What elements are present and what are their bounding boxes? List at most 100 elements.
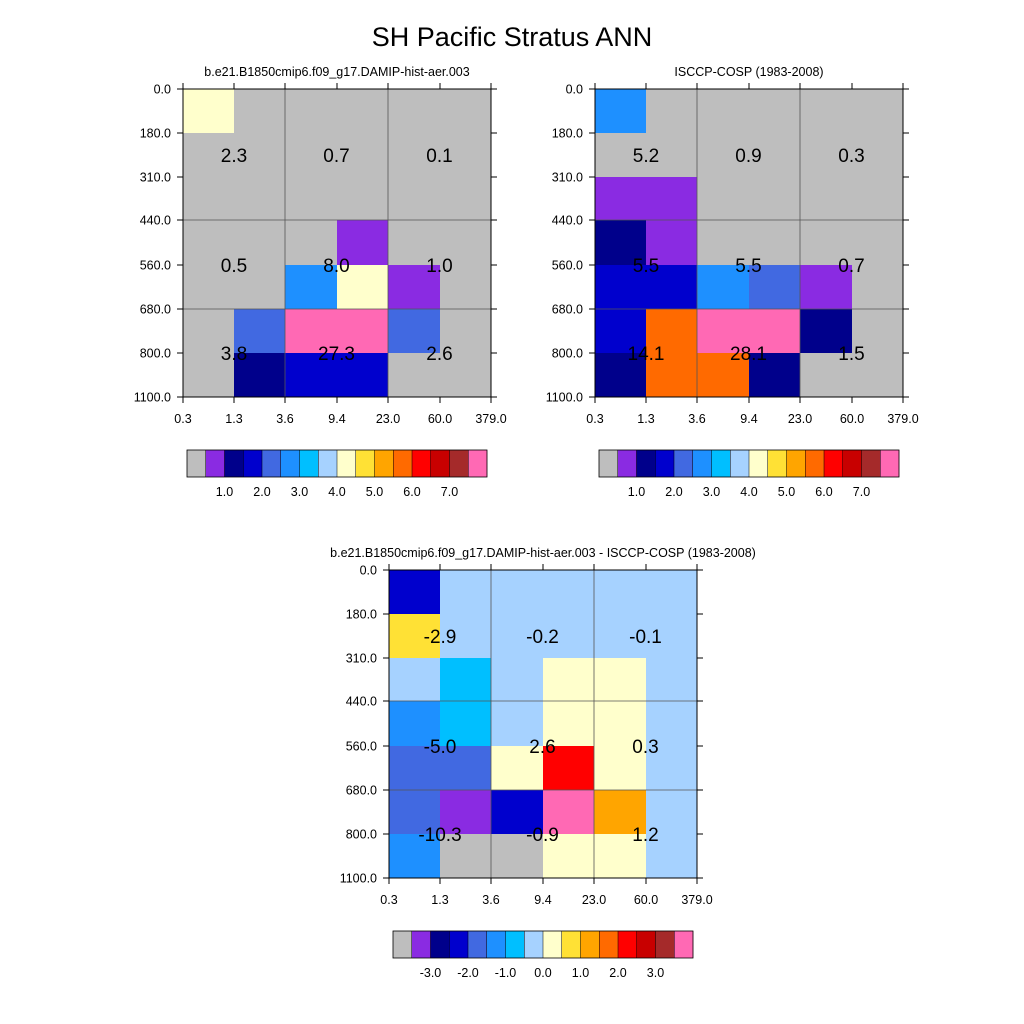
y-tick-label: 680.0 <box>346 784 377 798</box>
data-label: 0.7 <box>838 256 864 277</box>
colorbar-tick-label: 6.0 <box>403 485 420 499</box>
heatmap-cell <box>646 701 698 747</box>
heatmap-cell <box>285 309 338 354</box>
x-tick-label: 1.3 <box>431 893 448 907</box>
colorbar-box <box>411 931 431 958</box>
heatmap-cell <box>388 353 441 398</box>
panel-model: b.e21.B1850cmip6.f09_g17.DAMIP-hist-aer.… <box>134 65 507 499</box>
panel-obs: ISCCP-COSP (1983-2008) 5.2 0.9 0.3 5.5 5.5 0.7… <box>546 65 919 499</box>
heatmap-cell <box>646 353 698 398</box>
heatmap-cell <box>749 177 801 221</box>
y-tick-label: 310.0 <box>140 171 171 185</box>
heatmap-cell <box>389 570 441 615</box>
colorbar-box <box>224 450 244 477</box>
heatmap-cell <box>389 790 441 835</box>
data-label: 28.1 <box>730 344 767 365</box>
colorbar-box <box>842 450 862 477</box>
data-label: 0.5 <box>221 256 247 277</box>
heatmap-cell <box>595 89 647 134</box>
heatmap-cell <box>337 133 389 178</box>
data-label: 5.5 <box>633 256 659 277</box>
heatmap-cell <box>697 353 750 398</box>
heatmap-cell <box>852 220 904 266</box>
heatmap-cell <box>234 353 286 398</box>
colorbar-box <box>599 931 619 958</box>
colorbar-box <box>486 931 506 958</box>
heatmap-cell <box>285 177 338 221</box>
heatmap-cell <box>440 746 492 791</box>
x-tick-label: 23.0 <box>582 893 606 907</box>
colorbar-box <box>599 450 619 477</box>
heatmap-cell <box>491 834 544 879</box>
colorbar-tick-label: -2.0 <box>457 966 479 980</box>
data-label: 5.2 <box>633 146 659 167</box>
heatmap-cell <box>183 353 235 398</box>
colorbar-box <box>412 450 432 477</box>
data-label: 2.3 <box>221 146 247 167</box>
data-label: -5.0 <box>424 737 457 758</box>
heatmap-cell <box>388 89 441 134</box>
heatmap-cell <box>389 701 441 747</box>
colorbar-tick-label: 5.0 <box>366 485 383 499</box>
heatmap-cell <box>595 265 647 310</box>
colorbar-box <box>767 450 787 477</box>
data-label: 0.1 <box>426 146 452 167</box>
heatmap-cell <box>646 220 698 266</box>
x-tick-label: 3.6 <box>482 893 499 907</box>
colorbar-box <box>430 450 450 477</box>
colorbar-tick-label: 1.0 <box>572 966 589 980</box>
colorbar-box <box>280 450 300 477</box>
heatmap-cell <box>749 89 801 134</box>
heatmap-cell <box>800 89 853 134</box>
colorbar-box <box>449 450 469 477</box>
heatmap-cell <box>595 177 647 221</box>
y-tick-label: 680.0 <box>140 303 171 317</box>
heatmap-cell <box>646 265 698 310</box>
heatmap-cell <box>543 570 595 615</box>
heatmap-cell <box>285 133 338 178</box>
heatmap-cell <box>440 353 492 398</box>
data-label: 5.5 <box>735 256 761 277</box>
heatmap-cell <box>543 790 595 835</box>
colorbar-box <box>880 450 900 477</box>
data-label: 3.8 <box>221 344 247 365</box>
colorbar-box <box>655 450 675 477</box>
figure-title: SH Pacific Stratus ANN <box>372 22 653 52</box>
y-tick-label: 310.0 <box>346 652 377 666</box>
x-tick-label: 23.0 <box>376 412 400 426</box>
y-tick-label: 800.0 <box>140 347 171 361</box>
x-tick-label: 9.4 <box>328 412 345 426</box>
heatmap-cell <box>594 746 647 791</box>
heatmap-cell <box>337 220 389 266</box>
heatmap-cell <box>234 265 286 310</box>
heatmap-cell <box>389 658 441 702</box>
heatmap-cell <box>800 133 853 178</box>
heatmap-cell <box>183 265 235 310</box>
x-tick-label: 60.0 <box>634 893 658 907</box>
heatmap-cell <box>646 133 698 178</box>
y-tick-label: 800.0 <box>552 347 583 361</box>
y-tick-label: 180.0 <box>552 127 583 141</box>
heatmap-cell <box>234 133 286 178</box>
data-label: -0.2 <box>526 627 559 648</box>
panel-difference: b.e21.B1850cmip6.f09_g17.DAMIP-hist-aer.… <box>330 546 756 980</box>
panel-title: b.e21.B1850cmip6.f09_g17.DAMIP-hist-aer.… <box>330 546 756 560</box>
heatmap-cell <box>852 133 904 178</box>
data-label: 0.3 <box>632 737 658 758</box>
heatmap-cell <box>749 133 801 178</box>
heatmap-cell <box>234 220 286 266</box>
y-tick-label: 0.0 <box>154 83 171 97</box>
colorbar-tick-label: 1.0 <box>628 485 645 499</box>
heatmap-cell <box>440 790 492 835</box>
colorbar-box <box>580 931 600 958</box>
heatmap-cell <box>440 177 492 221</box>
heatmap-cell <box>749 353 801 398</box>
heatmap-cell <box>234 177 286 221</box>
x-tick-label: 60.0 <box>428 412 452 426</box>
heatmap-cell <box>852 177 904 221</box>
heatmap-cell <box>491 570 544 615</box>
colorbar-box <box>655 931 675 958</box>
heatmap-cell <box>440 658 492 702</box>
heatmap-cell <box>646 834 698 879</box>
